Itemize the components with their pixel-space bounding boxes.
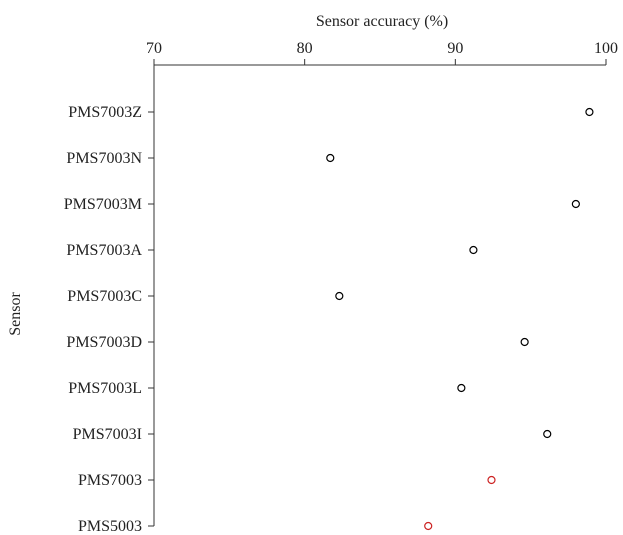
x-tick-label: 80 [297, 40, 313, 57]
y-tick-label: PMS7003L [68, 380, 142, 397]
x-tick-label: 70 [146, 40, 162, 57]
data-point [585, 107, 594, 117]
data-point [543, 429, 552, 439]
y-tick-label: PMS7003A [66, 242, 142, 259]
y-tick-label: PMS7003Z [68, 104, 142, 121]
axes [153, 64, 606, 526]
y-tick-label: PMS7003M [64, 196, 142, 213]
y-tick-label: PMS7003D [66, 334, 142, 351]
data-point [457, 383, 466, 393]
x-tick-label: 90 [447, 40, 463, 57]
data-point [335, 291, 344, 301]
data-point [424, 521, 433, 531]
x-axis-ticks: 70 80 90 100 [146, 40, 618, 65]
y-axis-title: Sensor [7, 292, 24, 336]
data-points [326, 107, 594, 531]
x-tick-label: 100 [594, 40, 618, 57]
y-tick-label: PMS7003I [73, 426, 142, 443]
y-tick-label: PMS7003N [66, 150, 142, 167]
data-point [326, 153, 335, 163]
y-tick-label: PMS7003 [78, 472, 142, 489]
y-axis-ticks: PMS7003Z PMS7003N PMS7003M PMS7003A PMS7003C… [64, 104, 154, 535]
y-tick-label: PMS7003C [67, 288, 142, 305]
data-point [469, 245, 478, 255]
data-point [487, 475, 496, 485]
y-tick-label: PMS5003 [78, 518, 142, 535]
data-point [520, 337, 529, 347]
x-axis-title: Sensor accuracy (%) [316, 13, 448, 30]
data-point [571, 199, 580, 209]
